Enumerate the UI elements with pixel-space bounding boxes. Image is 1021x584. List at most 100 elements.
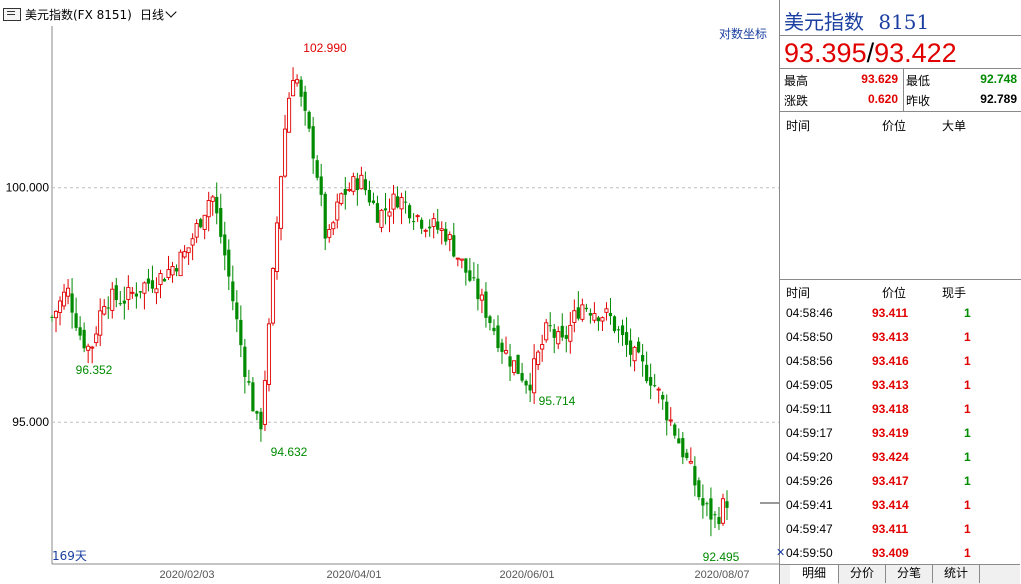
tick-price: 93.411 — [872, 306, 909, 320]
tick-row[interactable]: 04:59:05 93.413 1 — [780, 378, 1020, 402]
candle-body — [693, 466, 697, 486]
candle-body — [319, 176, 323, 195]
tab-stats[interactable]: 统计 — [933, 565, 980, 583]
tick-time: 04:59:47 — [786, 522, 833, 536]
y-tick-label: 100.000 — [6, 181, 50, 195]
candle-body — [371, 200, 376, 203]
candle-body — [274, 222, 280, 272]
candle-body — [282, 128, 288, 177]
tab-trades[interactable]: 分笔 — [886, 565, 933, 583]
candle-body — [649, 377, 653, 386]
candle-body — [106, 307, 110, 309]
candle-body — [532, 358, 537, 394]
candle-body — [367, 189, 372, 203]
candle-body — [399, 197, 404, 210]
candle-body — [327, 229, 332, 238]
candle-body — [82, 329, 86, 349]
candle-body — [206, 200, 211, 218]
candle-body — [339, 193, 344, 204]
candle-body — [299, 79, 303, 97]
candle-body — [661, 395, 665, 400]
candle-body — [701, 498, 705, 506]
tick-row[interactable]: 04:59:17 93.419 1 — [780, 426, 1020, 450]
candle-body — [608, 312, 613, 317]
tick-row[interactable]: 04:59:41 93.414 1 — [780, 498, 1020, 522]
candle-body — [685, 452, 689, 458]
period-selector[interactable]: 日线 — [140, 8, 165, 22]
tick-time: 04:58:46 — [786, 306, 833, 320]
candle-body — [503, 350, 509, 354]
tick-time: 04:59:20 — [786, 450, 833, 464]
candle-body — [705, 503, 709, 505]
log-scale-toggle[interactable]: 对数坐标 — [719, 27, 768, 41]
tick-row[interactable]: 04:59:20 93.424 1 — [780, 450, 1020, 474]
tick-row[interactable]: 04:59:47 93.411 1 — [780, 522, 1020, 546]
candle-body — [412, 221, 416, 223]
candle-body — [673, 424, 677, 436]
candle-body — [665, 401, 669, 421]
candle-body — [259, 411, 263, 430]
candle-body — [536, 351, 541, 365]
tick-row[interactable]: 04:58:56 93.416 1 — [780, 354, 1020, 378]
candle-body — [439, 228, 444, 231]
tick-price: 93.413 — [872, 378, 909, 392]
tick-row[interactable]: 04:58:46 93.411 1 — [780, 306, 1020, 330]
candle-body — [94, 333, 99, 344]
candle-body — [540, 344, 545, 350]
x-tick-label: 2020/02/03 — [159, 569, 214, 581]
candle-body — [90, 346, 95, 349]
candle-body — [270, 268, 276, 324]
ask-price: 93.422 — [874, 38, 957, 68]
expand-icon[interactable]: ✕ — [776, 546, 786, 559]
candle-body — [484, 291, 488, 318]
tick-row[interactable]: 04:58:50 93.413 1 — [780, 330, 1020, 354]
candle-body — [395, 196, 400, 208]
candle-body — [444, 228, 448, 242]
tick-row[interactable]: 04:59:26 93.417 1 — [780, 474, 1020, 498]
candle-body — [118, 303, 122, 305]
panel-tabs: 明细 分价 分笔 统计 — [780, 564, 1020, 584]
menu-icon[interactable] — [3, 8, 21, 21]
candle-body — [588, 313, 592, 316]
bigorder-header-time: 时间 — [786, 119, 811, 133]
candle-body — [78, 327, 82, 336]
candle-body — [572, 310, 577, 323]
candle-body — [391, 193, 396, 210]
candle-body — [98, 310, 103, 336]
candle-body — [166, 269, 171, 278]
tick-row[interactable]: 04:59:11 93.418 1 — [780, 402, 1020, 426]
tab-price-dist[interactable]: 分价 — [839, 565, 886, 583]
candle-body — [645, 364, 649, 382]
candle-body — [375, 203, 380, 223]
candle-body — [479, 294, 484, 301]
chart-plot: 100.000 95.000 102.990 96.352 94.632 95.714 92… — [6, 26, 779, 581]
tick-price: 93.416 — [872, 354, 909, 368]
candle-body — [182, 251, 187, 258]
tab-detail[interactable]: 明细 — [790, 565, 839, 584]
candle-body — [653, 385, 657, 387]
price-annotation: 95.714 — [539, 394, 576, 408]
x-tick-label: 2020/06/01 — [499, 569, 554, 581]
tick-qty: 1 — [964, 426, 971, 440]
candle-body — [600, 317, 605, 322]
candle-body — [122, 300, 126, 304]
candle-body — [363, 179, 367, 191]
candle-body — [544, 322, 549, 341]
candle-body — [202, 214, 207, 230]
tick-row[interactable]: 04:59:50 93.409 1 — [780, 546, 1020, 570]
candle-body — [431, 218, 436, 227]
tick-time: 04:59:05 — [786, 378, 833, 392]
tick-qty: 1 — [964, 354, 971, 368]
stat-label: 昨收 — [906, 94, 931, 108]
kline-chart[interactable]: 美元指数(FX 8151) 日线 100.000 95.000 102.990 96.… — [0, 0, 779, 584]
tick-price: 93.413 — [872, 330, 909, 344]
price-separator: / — [866, 38, 875, 68]
candle-body — [677, 438, 681, 444]
candle-body — [186, 247, 191, 254]
candle-body — [295, 79, 300, 84]
candle-body — [508, 356, 512, 367]
bid-ask-price: 93.395/93.422 — [784, 38, 957, 69]
candle-body — [178, 251, 183, 277]
candle-body — [464, 258, 468, 273]
tick-time: 04:58:56 — [786, 354, 833, 368]
